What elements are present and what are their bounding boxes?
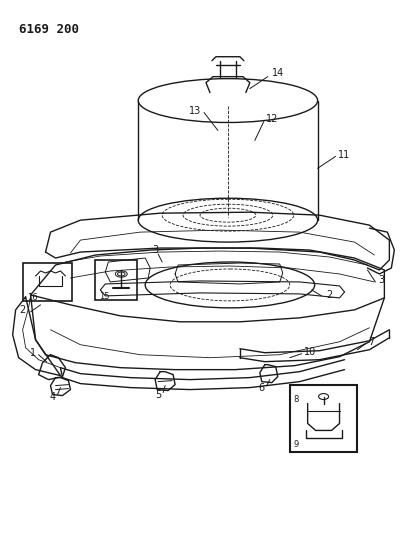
Text: 2: 2 bbox=[326, 290, 333, 300]
Text: 15: 15 bbox=[100, 292, 110, 301]
Text: 9: 9 bbox=[294, 440, 299, 449]
Text: 8: 8 bbox=[294, 394, 299, 403]
Bar bbox=[95, 260, 137, 300]
Text: 14: 14 bbox=[272, 68, 284, 78]
Text: 11: 11 bbox=[338, 150, 350, 160]
Text: 12: 12 bbox=[266, 114, 278, 124]
Bar bbox=[290, 385, 357, 453]
Bar bbox=[22, 263, 73, 301]
Text: 10: 10 bbox=[304, 346, 316, 357]
Ellipse shape bbox=[115, 271, 127, 277]
Text: 6: 6 bbox=[259, 383, 265, 393]
Text: 1: 1 bbox=[29, 348, 35, 358]
Ellipse shape bbox=[118, 272, 125, 276]
Text: 16: 16 bbox=[27, 293, 37, 302]
Text: 5: 5 bbox=[155, 390, 161, 400]
Text: 2: 2 bbox=[20, 305, 26, 315]
Text: 3: 3 bbox=[378, 275, 384, 285]
Text: 3: 3 bbox=[152, 245, 158, 255]
Text: 6169 200: 6169 200 bbox=[19, 23, 79, 36]
Text: 13: 13 bbox=[189, 106, 201, 116]
Text: 4: 4 bbox=[49, 392, 55, 401]
Text: 7: 7 bbox=[368, 337, 375, 347]
